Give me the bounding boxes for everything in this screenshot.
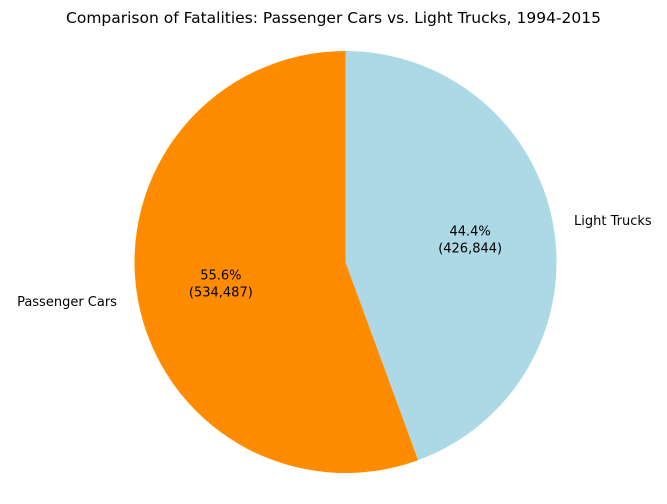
category-label: Passenger Cars xyxy=(17,295,117,310)
category-label: Light Trucks xyxy=(574,214,652,229)
chart-title: Comparison of Fatalities: Passenger Cars… xyxy=(66,9,601,27)
value-label: (426,844) xyxy=(438,241,502,256)
pie-slice-passenger-cars xyxy=(134,51,419,473)
value-label: (534,487) xyxy=(189,286,253,301)
percent-label: 55.6% xyxy=(200,269,241,284)
pie-slices xyxy=(134,51,557,473)
pie-labels: Passenger Cars 55.6% (534,487) Light Trucks… xyxy=(17,214,652,310)
pie-slice-light-trucks xyxy=(345,51,557,461)
percent-label: 44.4% xyxy=(449,224,490,239)
